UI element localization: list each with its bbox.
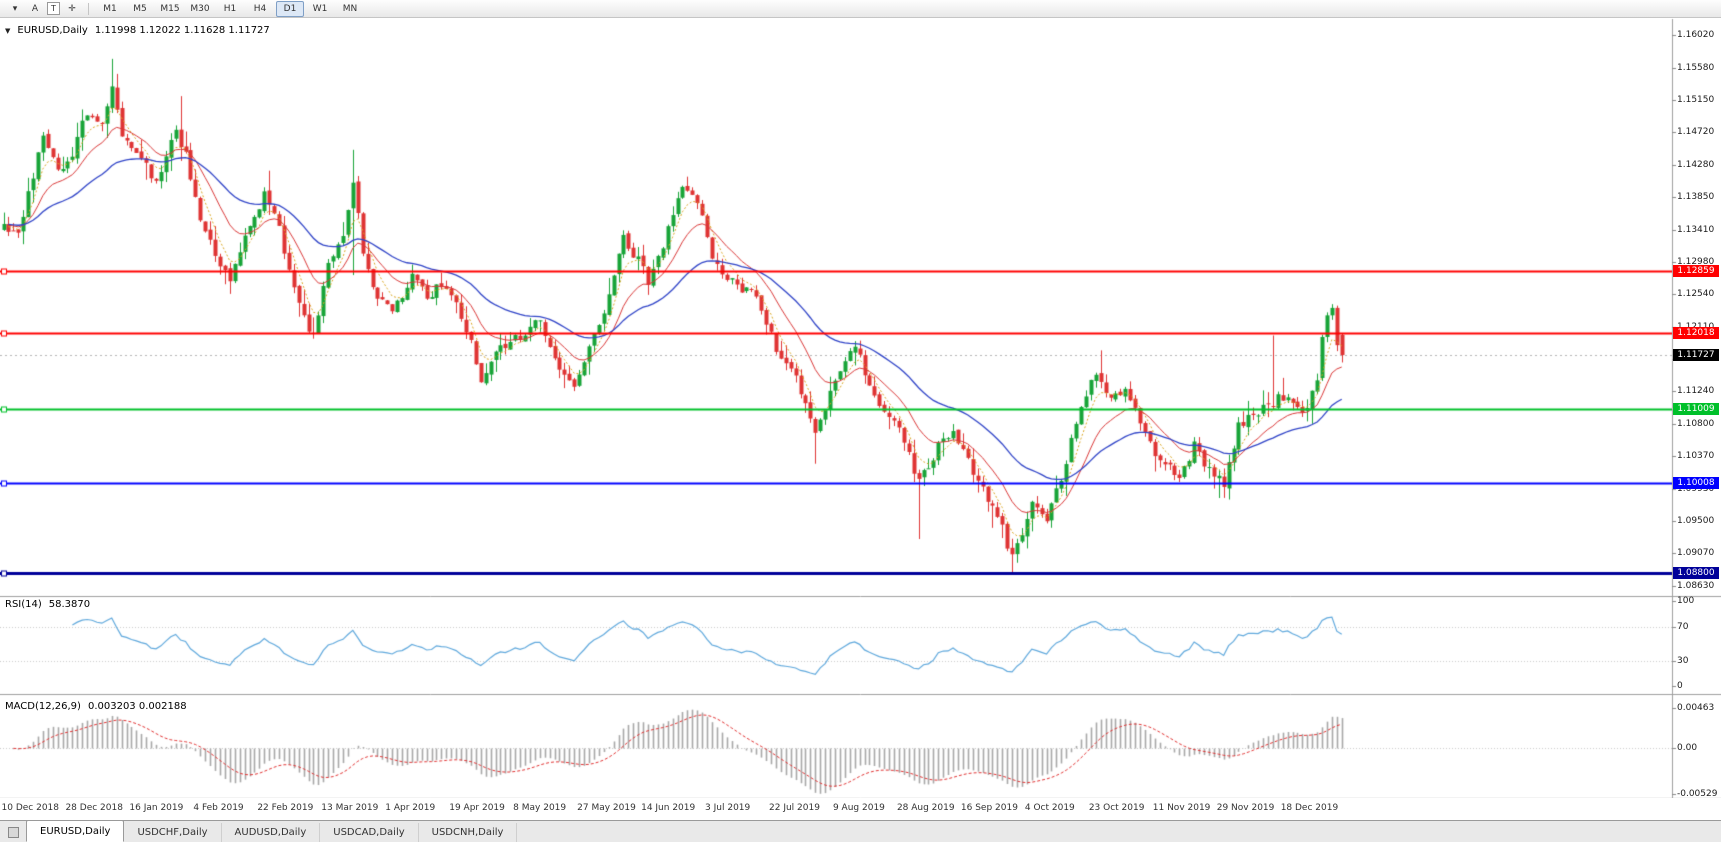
date-label: 27 May 2019 bbox=[577, 803, 636, 813]
date-label: 14 Jun 2019 bbox=[641, 803, 696, 813]
timeframe-h4-button[interactable]: H4 bbox=[253, 3, 267, 14]
chart-list-icon[interactable] bbox=[2, 823, 24, 842]
chart-symbol-period: EURUSD,Daily bbox=[17, 25, 88, 36]
date-label: 18 Dec 2019 bbox=[1280, 803, 1339, 813]
cursor-tool-button[interactable]: A bbox=[31, 3, 39, 14]
timeframe-m15-button[interactable]: M15 bbox=[160, 3, 180, 14]
time-axis[interactable]: 10 Dec 2018 28 Dec 2018 16 Jan 2019 4 Feb 2… bbox=[0, 798, 1721, 820]
timeframe-d1-button[interactable]: D1 bbox=[276, 0, 304, 17]
date-label: 4 Feb 2019 bbox=[193, 803, 244, 813]
chart-ohlc: 1.11998 1.12022 1.11628 1.11727 bbox=[94, 25, 270, 36]
top-toolbar: ▾ A T ✛ M1 M5 M15 M30 H1 H4 D1 W1 MN bbox=[0, 0, 1721, 18]
timeframe-m1-button[interactable]: M1 bbox=[103, 3, 117, 14]
text-tool-button[interactable]: T bbox=[47, 2, 60, 15]
macd-values: 0.003203 0.002188 bbox=[87, 701, 187, 712]
date-label: 11 Nov 2019 bbox=[1152, 803, 1211, 813]
timeframe-h1-button[interactable]: H1 bbox=[223, 3, 237, 14]
date-label: 22 Feb 2019 bbox=[257, 803, 314, 813]
date-label: 13 Mar 2019 bbox=[321, 803, 379, 813]
date-label: 22 Jul 2019 bbox=[769, 803, 820, 813]
tab-usdcad[interactable]: USDCAD,Daily bbox=[320, 823, 419, 842]
timeframe-m30-button[interactable]: M30 bbox=[190, 3, 210, 14]
chart-header: ▼ EURUSD,Daily 1.11998 1.12022 1.11628 1… bbox=[5, 25, 270, 36]
timeframe-w1-button[interactable]: W1 bbox=[312, 3, 328, 14]
timeframe-m5-button[interactable]: M5 bbox=[133, 3, 147, 14]
date-label: 9 Aug 2019 bbox=[832, 803, 885, 813]
rsi-indicator-label: RSI(14) 58.3870 bbox=[5, 599, 90, 610]
macd-title: MACD(12,26,9) bbox=[5, 701, 81, 712]
macd-indicator-label: MACD(12,26,9) 0.003203 0.002188 bbox=[5, 701, 187, 712]
date-label: 23 Oct 2019 bbox=[1088, 803, 1145, 813]
collapse-arrow-icon[interactable]: ▼ bbox=[5, 26, 11, 35]
rsi-title: RSI(14) bbox=[5, 599, 42, 610]
date-label: 19 Apr 2019 bbox=[449, 803, 505, 813]
timeframe-mn-button[interactable]: MN bbox=[342, 3, 358, 14]
date-label: 10 Dec 2018 bbox=[1, 803, 60, 813]
rsi-value: 58.3870 bbox=[48, 599, 91, 610]
date-label: 8 May 2019 bbox=[513, 803, 567, 813]
date-label: 28 Dec 2018 bbox=[65, 803, 123, 813]
date-label: 16 Sep 2019 bbox=[960, 803, 1018, 813]
date-label: 29 Nov 2019 bbox=[1216, 803, 1275, 813]
date-label: 1 Apr 2019 bbox=[385, 803, 436, 813]
date-label: 16 Jan 2019 bbox=[129, 803, 184, 813]
crosshair-tool-icon[interactable]: ✛ bbox=[68, 3, 76, 14]
tab-eurusd[interactable]: EURUSD,Daily bbox=[26, 820, 125, 842]
tab-usdcnh[interactable]: USDCNH,Daily bbox=[419, 823, 518, 842]
bottom-tab-bar: EURUSD,Daily USDCHF,Daily AUDUSD,Daily USDC… bbox=[0, 820, 1721, 842]
tab-usdchf[interactable]: USDCHF,Daily bbox=[124, 823, 222, 842]
date-label: 3 Jul 2019 bbox=[705, 803, 751, 813]
chart-menu-caret-icon[interactable]: ▾ bbox=[12, 3, 18, 14]
date-label: 4 Oct 2019 bbox=[1024, 803, 1075, 813]
toolbar-separator bbox=[88, 2, 89, 15]
date-label: 28 Aug 2019 bbox=[896, 803, 955, 813]
tab-audusd[interactable]: AUDUSD,Daily bbox=[222, 823, 321, 842]
